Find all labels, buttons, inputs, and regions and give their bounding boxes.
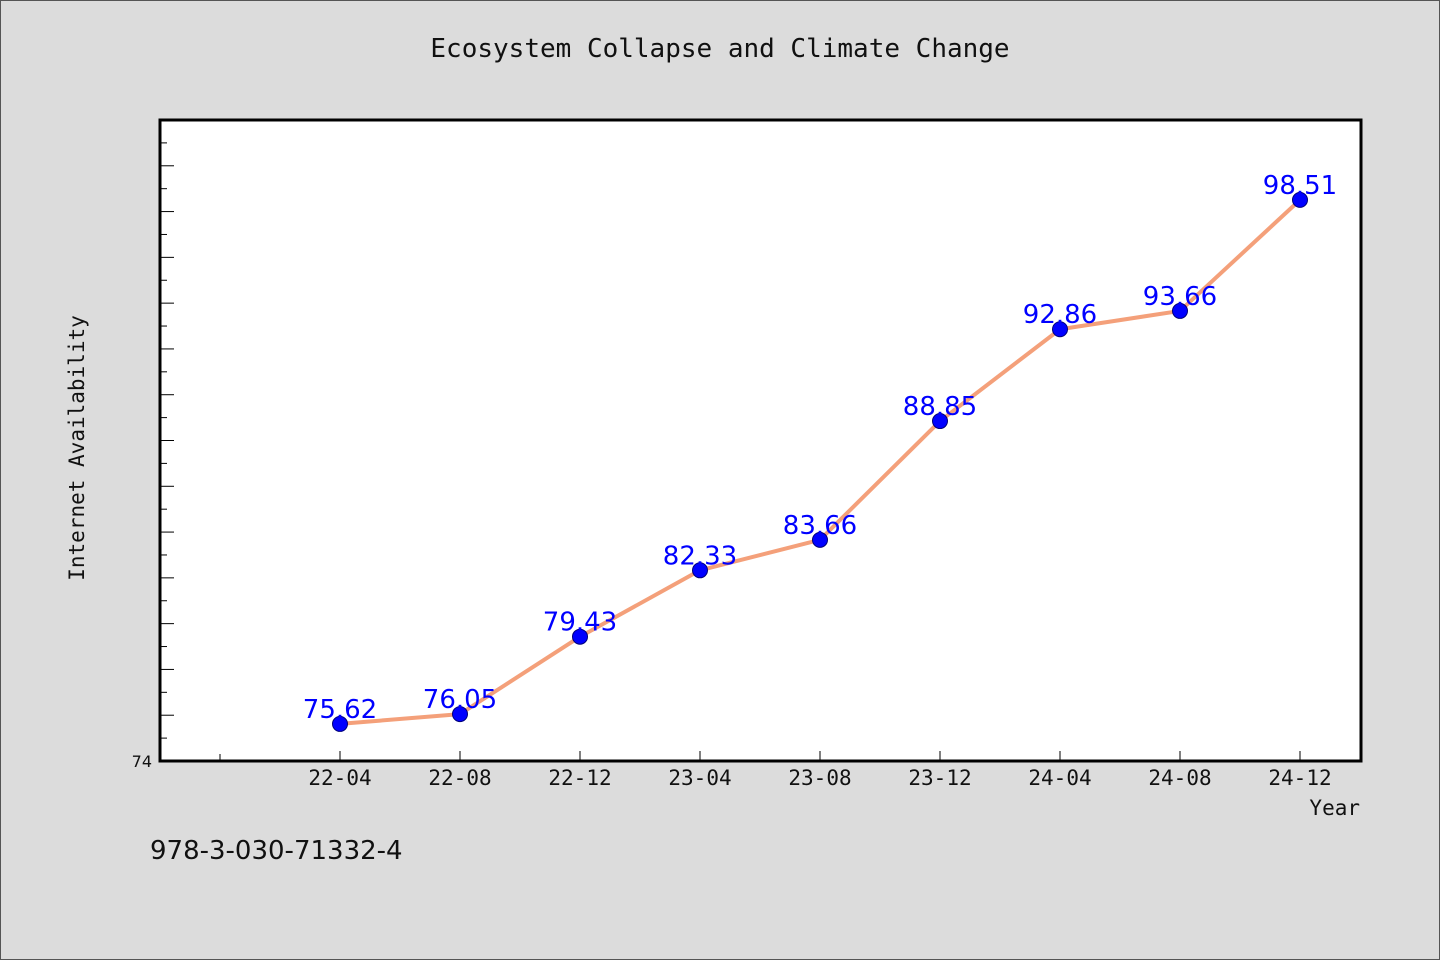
x-tick-label: 22-12 (548, 766, 611, 790)
data-point (332, 715, 348, 732)
data-label: 93.66 (1143, 282, 1217, 312)
x-tick-label: 23-12 (908, 766, 971, 790)
data-label: 98.51 (1263, 171, 1337, 201)
data-point (1172, 302, 1188, 319)
axis-ticks: 74 22-04 22-08 22-12 23-04 23-08 23-12 24-04 24-… (132, 142, 1332, 790)
data-label: 88.85 (903, 392, 977, 422)
plot-area (160, 120, 1361, 761)
isbn-footer: 978-3-030-71332-4 (150, 836, 403, 866)
chart-title: Ecosystem Collapse and Climate Change (430, 34, 1010, 64)
x-tick-label: 23-08 (788, 766, 851, 790)
markers-layer (332, 191, 1308, 732)
x-tick-label: 24-08 (1148, 766, 1211, 790)
data-label: 76.05 (423, 685, 497, 715)
data-labels-layer: 75.62 76.05 79.43 82.33 83.66 88.85 92.86 93.66… (303, 171, 1337, 725)
plot-border (158, 118, 1363, 763)
x-tick-label: 22-04 (308, 766, 371, 790)
data-point (1052, 321, 1068, 338)
x-tick-label: 23-04 (668, 766, 731, 790)
data-label: 83.66 (783, 511, 857, 541)
data-label: 92.86 (1023, 300, 1097, 330)
y-tick-label: 74 (132, 752, 152, 771)
data-point (452, 706, 468, 723)
x-tick-label: 22-08 (428, 766, 491, 790)
data-point (692, 562, 708, 579)
data-point (572, 628, 588, 645)
x-tick-label: 24-12 (1268, 766, 1331, 790)
data-label: 79.43 (543, 608, 617, 638)
data-label: 82.33 (663, 541, 737, 571)
x-tick-label: 24-04 (1028, 766, 1091, 790)
data-point (812, 531, 828, 548)
x-axis-label: Year (1309, 796, 1360, 820)
data-label: 75.62 (303, 695, 377, 725)
data-point (932, 413, 948, 430)
data-point (1292, 191, 1308, 208)
